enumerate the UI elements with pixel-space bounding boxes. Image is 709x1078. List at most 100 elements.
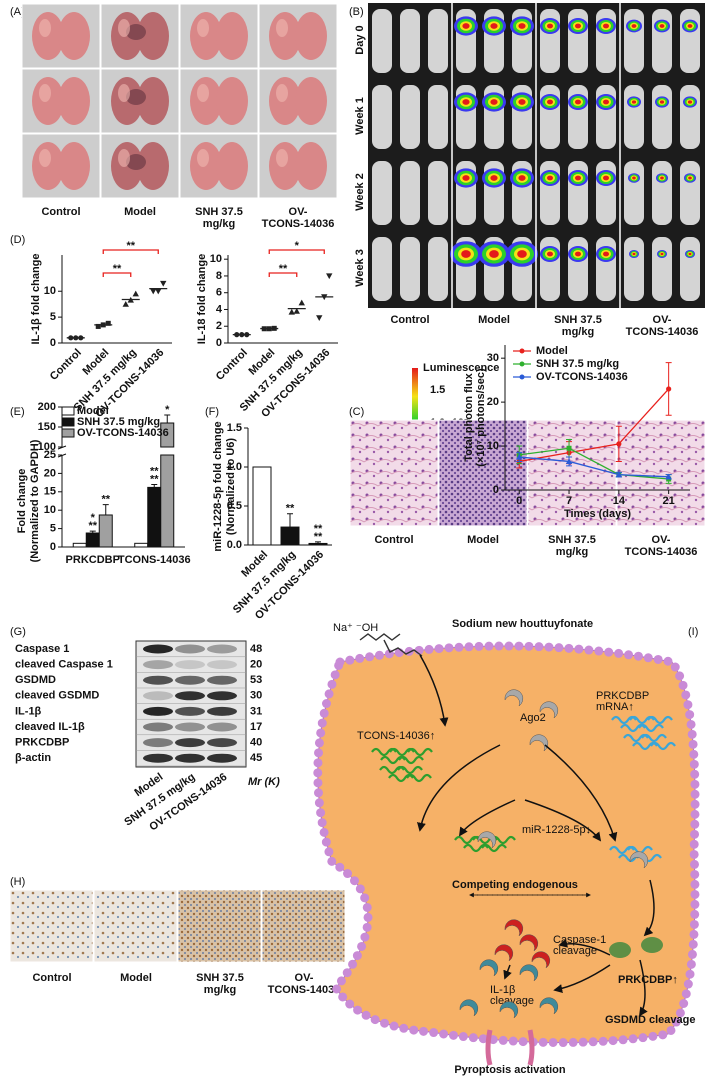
group-label: mg/kg [204,984,236,996]
signal [489,250,499,258]
signal [631,24,637,28]
signal [547,23,553,29]
point [326,273,333,280]
diagram-label: Pyroptosis activation [454,1064,566,1076]
arrow [544,744,618,842]
group-label: TCONS-14036 [262,218,335,230]
signal [688,176,692,180]
legend-label: Model [536,345,568,357]
point [298,299,305,306]
blot-band [175,675,205,685]
point [160,280,167,287]
point [293,307,300,314]
significance-bracket [268,272,298,277]
protein [519,934,539,952]
mouse [652,237,672,301]
group-label: Model [467,534,499,546]
mw-label: 31 [250,705,262,717]
y-tick-label: 10 [44,504,56,516]
significance-label: ** [314,523,323,535]
bar [98,514,113,548]
highlight [118,84,130,102]
blot-band [207,753,237,763]
highlight [118,19,130,37]
band-label: cleaved Caspase 1 [15,659,113,671]
mouse [652,9,672,73]
rna [407,747,433,757]
panel-label: (I) [688,626,698,638]
y-tick-label: 6 [216,287,222,299]
y-tick-label: 2 [216,320,222,332]
rna [650,741,676,751]
diagram-label: mRNA↑ [596,701,634,713]
error-bar [164,414,171,423]
x-tick-label: 14 [613,495,626,507]
highlight [39,149,51,167]
y-tick-label: 0 [50,337,56,349]
mouse [428,237,448,301]
y-tick-label: 5 [50,311,56,323]
mouse [372,85,392,149]
arrow [459,799,516,837]
point [150,288,157,295]
diagram-label: IL-1β [490,984,515,996]
highlight [39,19,51,37]
point [565,458,573,465]
significance-label: ** [279,263,288,275]
arrow [503,964,512,980]
y-tick-label: 0 [493,484,499,496]
point [516,453,523,460]
y-tick-label: 15 [44,486,56,498]
band-label: GSDMD [15,674,56,686]
point [288,308,295,315]
signal [518,99,526,105]
y-tick-label: 100 [38,441,56,453]
highlight [197,149,209,167]
point [566,445,572,451]
legend-marker [519,348,525,354]
panel-label: (B) [349,6,364,18]
y-tick-label: 0.0 [227,539,242,551]
significance-label: ** [150,465,159,477]
lung-lobe [58,12,90,60]
blot-band [143,675,173,685]
mr-label: Mr (K) [248,776,280,788]
lung-lobe [216,77,248,125]
signal [490,175,498,181]
group-label: mg/kg [203,218,235,230]
mouse [680,237,700,301]
mw-label: 20 [250,659,262,671]
group-label: OV- [653,314,672,326]
blot-band [175,644,205,654]
x-tick-label: Control [48,347,84,383]
signal [659,100,665,104]
signal [575,99,581,105]
protein [629,851,649,869]
protein [504,689,524,707]
signal [490,99,498,105]
rna [638,723,664,733]
histology-image [616,419,706,527]
diagram-label: Sodium new houttuyfonate [452,618,593,630]
signal [461,250,471,258]
ihc-image [93,889,178,963]
highlight [118,149,130,167]
group-label: Model [478,314,510,326]
series-line [519,388,670,463]
highlight [197,19,209,37]
error-bar [315,541,321,544]
legend-label: SNH 37.5 mg/kg [536,358,619,370]
group-label: Control [32,972,71,984]
signal [659,24,665,28]
group-label: TCONS-14036 [626,326,699,338]
signal [462,23,470,29]
lesion [126,89,146,105]
group-label: SNH 37.5 [554,314,602,326]
signal [660,252,664,256]
y-tick-label: 0 [50,541,56,553]
signal [547,251,553,257]
blot-band [175,722,205,732]
legend-marker [519,374,525,380]
legend-label: OV-TCONS-14036 [77,427,169,439]
diagram-label: Competing endogenous [452,879,578,891]
